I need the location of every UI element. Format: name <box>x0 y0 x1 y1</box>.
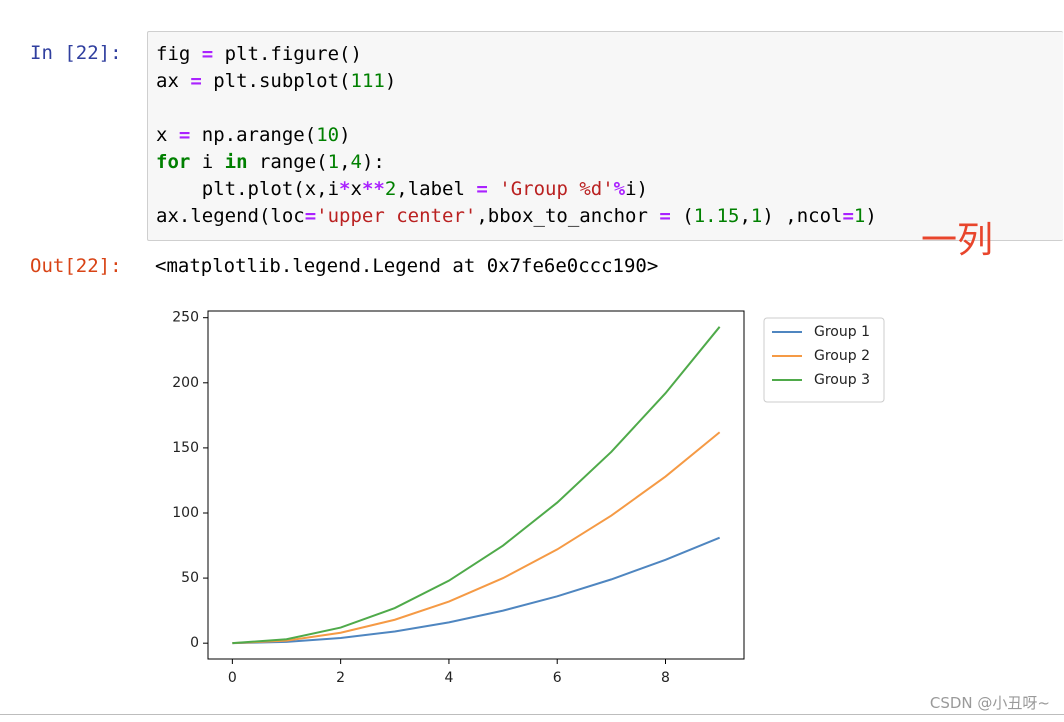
code-token: plt.plot(x,i <box>156 178 340 200</box>
code-token: in <box>224 151 248 173</box>
code-token: ) <box>339 124 351 146</box>
code-token: for <box>156 151 191 173</box>
code-token: ) <box>384 70 397 92</box>
plot-frame <box>207 310 745 660</box>
code-token: = <box>178 124 191 146</box>
code-token: = <box>476 178 488 200</box>
code-token: np.arange( <box>190 124 317 146</box>
code-line: x = np.arange(10) <box>156 122 877 149</box>
code-token: = <box>842 205 854 227</box>
annotation: 一列 <box>921 220 994 261</box>
code-token: 111 <box>350 70 385 92</box>
code-line: plt.plot(x,i*x**2,label = 'Group %d'%i) <box>156 176 877 203</box>
code-token: range( <box>247 151 328 173</box>
code-token: i) <box>625 178 648 200</box>
code-token: = <box>190 70 202 92</box>
code-token: ) ,ncol <box>762 205 843 227</box>
code-cell[interactable]: fig = plt.figure() ax = plt.subplot(111) x… <box>147 31 1063 241</box>
code-token: ax <box>156 70 191 92</box>
code-token: , <box>739 205 751 227</box>
x-tick-label: 8 <box>661 670 670 686</box>
code-line: fig = plt.figure() <box>156 41 877 68</box>
code-token: x <box>350 178 362 200</box>
divider <box>0 714 1064 715</box>
code-token: 10 <box>316 124 340 146</box>
code: fig = plt.figure() ax = plt.subplot(111) x… <box>156 41 877 230</box>
x-tick-label: 6 <box>553 670 562 686</box>
y-tick-label: 200 <box>172 375 199 391</box>
y-tick-label: 0 <box>190 635 199 651</box>
y-tick-label: 150 <box>172 440 199 456</box>
code-line: for i in range(1,4): <box>156 149 877 176</box>
code-token: = <box>304 205 317 227</box>
code-line: ax.legend(loc='upper center',bbox_to_anc… <box>156 203 877 230</box>
series-line <box>232 431 721 645</box>
output-text: <matplotlib.legend.Legend at 0x7fe6e0ccc… <box>155 255 659 277</box>
input-prompt: In [22]: <box>30 42 122 64</box>
code-token: x <box>156 124 179 146</box>
legend-label: Group 1 <box>814 324 870 340</box>
code-token: = <box>659 205 671 227</box>
series-line <box>232 536 721 645</box>
code-token: ** <box>361 178 385 200</box>
watermark: CSDN @小丑呀~ <box>929 694 1050 712</box>
code-token: fig <box>156 43 202 65</box>
code-token: = <box>201 43 214 65</box>
y-tick-label: 50 <box>181 570 199 586</box>
y-tick-label: 100 <box>172 505 199 521</box>
code-token: ,label <box>396 178 477 200</box>
code-token: ) <box>865 205 877 227</box>
x-tick-label: 4 <box>444 670 453 686</box>
legend-label: Group 3 <box>814 372 870 388</box>
x-tick-label: 0 <box>228 670 237 686</box>
y-tick-label: 250 <box>172 310 199 326</box>
output-prompt: Out[22]: <box>30 255 122 277</box>
code-token: i <box>190 151 225 173</box>
code-token: 'upper center' <box>316 205 477 227</box>
code-token: 'Group %d' <box>499 178 614 200</box>
code-token: plt.figure() <box>213 43 362 65</box>
code-token: 1 <box>853 205 866 227</box>
x-tick-label: 2 <box>336 670 345 686</box>
code-token: , <box>339 151 351 173</box>
code-token: 1.15 <box>693 205 740 227</box>
code-token: 2 <box>384 178 397 200</box>
code-token: ( <box>670 205 694 227</box>
code-token: 1 <box>750 205 763 227</box>
code-token: ,bbox_to_anchor <box>476 205 660 227</box>
series-line <box>232 326 721 645</box>
code-token: * <box>339 178 351 200</box>
legend-label: Group 2 <box>814 348 870 364</box>
code-token: ): <box>361 151 385 173</box>
code-token: 1 <box>327 151 340 173</box>
code-line: ax = plt.subplot(111) <box>156 68 877 95</box>
code-token: 4 <box>350 151 362 173</box>
code-token: plt.subplot( <box>201 70 351 92</box>
code-token: % <box>613 178 626 200</box>
code-token: ax.legend(loc <box>156 205 305 227</box>
